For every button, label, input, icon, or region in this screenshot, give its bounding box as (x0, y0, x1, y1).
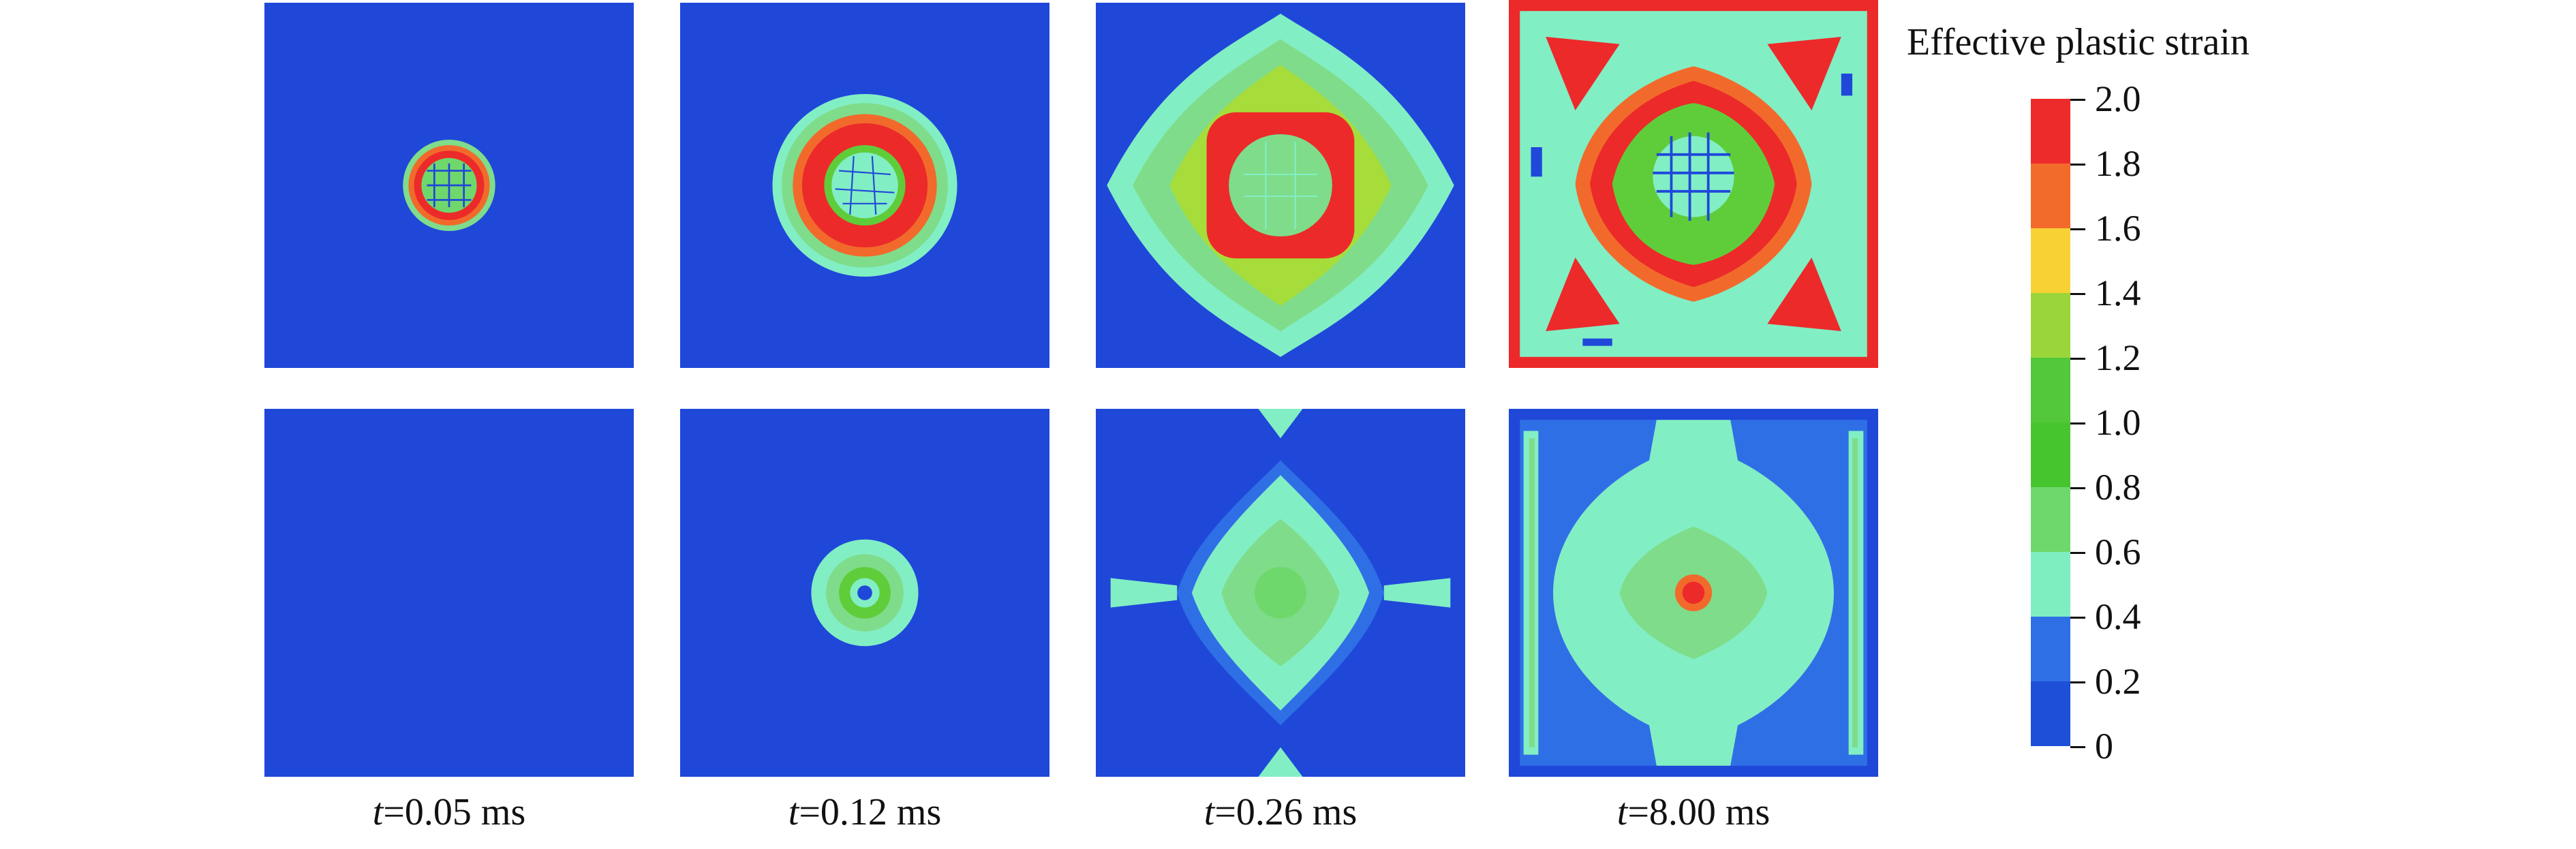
colorbar-tick-mark (2070, 293, 2085, 296)
caption-var: t (1616, 791, 1628, 833)
colorbar-band (2031, 617, 2070, 681)
colorbar-band (2031, 552, 2070, 617)
colorbar-tick-mark (2070, 228, 2085, 231)
colorbar-tick-text: 1.6 (2095, 208, 2141, 249)
colorbar-tick-mark (2070, 681, 2085, 684)
caption-var: t (1203, 791, 1215, 833)
colorbar-band (2031, 164, 2070, 228)
colorbar-tick-mark (2070, 422, 2085, 425)
colorbar-band (2031, 681, 2070, 746)
colorbar-band (2031, 358, 2070, 422)
colorbar-tick-text: 1.0 (2095, 402, 2141, 443)
colorbar-band (2031, 293, 2070, 358)
colorbar-tick-label: 0 (2070, 728, 2113, 765)
caption-value: =8.00 ms (1627, 791, 1770, 833)
colorbar-band (2031, 228, 2070, 293)
strain-panel-bottom-t026 (1096, 409, 1465, 777)
colorbar-band (2031, 99, 2070, 164)
colorbar-band (2031, 487, 2070, 552)
colorbar-tick-mark (2070, 487, 2085, 490)
caption-value: =0.12 ms (799, 791, 942, 833)
colorbar-tick-text: 1.8 (2095, 143, 2141, 184)
colorbar-band (2031, 422, 2070, 487)
strain-panel-top-t012 (680, 3, 1049, 368)
strain-panel-bottom-t012 (680, 409, 1049, 777)
colorbar-tick-text: 0.2 (2095, 661, 2141, 702)
colorbar-tick-mark (2070, 358, 2085, 360)
colorbar-tick-label: 1.0 (2070, 404, 2141, 441)
caption-t026: t=0.26 ms (1076, 790, 1485, 834)
strain-panel-bottom-t005 (264, 409, 634, 777)
colorbar-tick-mark (2070, 99, 2085, 102)
colorbar (2031, 99, 2070, 746)
colorbar-tick-text: 0.4 (2095, 596, 2141, 637)
caption-value: =0.05 ms (383, 791, 526, 833)
colorbar-tick-mark (2070, 617, 2085, 619)
colorbar-tick-label: 0.2 (2070, 663, 2141, 700)
strain-panel-top-t026 (1096, 3, 1465, 368)
colorbar-tick-mark (2070, 746, 2085, 749)
colorbar-tick-text: 0 (2095, 726, 2113, 767)
colorbar-tick-label: 0.4 (2070, 598, 2141, 635)
caption-t800: t=8.00 ms (1489, 790, 1898, 834)
strain-panel-bottom-t800 (1509, 409, 1878, 777)
caption-t005: t=0.05 ms (245, 790, 654, 834)
colorbar-tick-label: 1.4 (2070, 275, 2141, 311)
colorbar-tick-label: 0.8 (2070, 469, 2141, 506)
colorbar-tick-text: 1.4 (2095, 273, 2141, 313)
strain-panel-top-t005 (264, 3, 634, 368)
caption-var: t (788, 791, 799, 833)
colorbar-tick-text: 0.6 (2095, 531, 2141, 572)
colorbar-tick-mark (2070, 164, 2085, 166)
caption-var: t (372, 791, 384, 833)
colorbar-tick-label: 1.8 (2070, 145, 2141, 182)
strain-panel-top-t800 (1509, 0, 1878, 368)
colorbar-tick-label: 1.6 (2070, 210, 2141, 247)
colorbar-tick-label: 2.0 (2070, 80, 2141, 117)
caption-value: =0.26 ms (1214, 791, 1358, 833)
colorbar-tick-text: 0.8 (2095, 467, 2141, 508)
colorbar-tick-label: 0.6 (2070, 534, 2141, 570)
colorbar-tick-text: 1.2 (2095, 337, 2141, 378)
colorbar-tick-label: 1.2 (2070, 339, 2141, 376)
colorbar-tick-mark (2070, 552, 2085, 555)
colorbar-tick-text: 2.0 (2095, 78, 2141, 119)
colorbar-title: Effective plastic strain (1907, 21, 2250, 63)
caption-t012: t=0.12 ms (660, 790, 1069, 834)
